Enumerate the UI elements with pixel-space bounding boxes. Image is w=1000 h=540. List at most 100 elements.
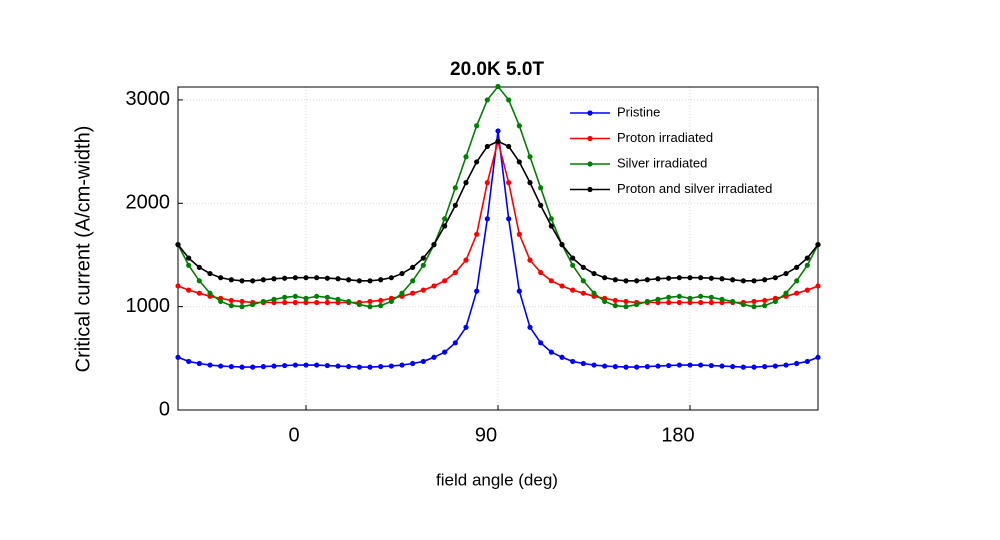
data-point [666,294,672,300]
data-point [698,299,704,306]
data-point [250,301,256,308]
data-point [783,362,789,368]
data-point [420,358,426,365]
data-point [346,363,352,370]
data-point [495,128,501,134]
data-point [708,275,714,281]
data-point [751,304,757,310]
x-tick-label: 90 [475,424,497,446]
data-point [719,363,725,369]
data-point [399,362,405,368]
data-point [794,264,800,270]
data-point [570,287,576,293]
data-point [442,278,448,284]
data-point [218,275,224,281]
data-point [324,299,330,306]
data-point [207,290,213,296]
data-point [367,278,373,284]
data-point [356,364,362,370]
data-point [516,288,522,294]
data-point [644,298,650,305]
data-point [260,363,266,370]
data-point [612,303,618,309]
data-point [196,360,202,367]
data-point [687,295,693,301]
data-point [484,97,490,103]
data-point [559,283,565,289]
chart-title: 20.0K 5.0T [450,59,544,80]
data-point [698,275,704,281]
data-point [442,223,448,229]
data-point [452,269,458,276]
data-point [388,298,394,305]
data-point [527,257,533,263]
data-point [196,264,202,270]
data-point [580,278,586,284]
data-point [346,277,352,283]
data-point [634,364,640,370]
data-point [463,257,469,263]
data-point [506,180,512,186]
data-point [484,216,490,222]
data-point [666,275,672,281]
data-point [260,298,266,305]
data-point [367,364,373,370]
legend-marker [587,110,593,116]
data-point [175,283,181,289]
data-point [548,216,554,222]
data-point [751,364,757,370]
data-point [474,231,480,237]
data-point [602,363,608,369]
data-point [452,340,458,346]
y-tick-label: 3000 [126,88,171,110]
data-point [228,303,234,309]
data-point [314,299,320,306]
data-point [239,304,245,310]
data-point [260,277,266,283]
data-point [378,277,384,283]
data-point [474,159,480,165]
data-point [772,275,778,281]
data-point [602,298,608,305]
data-point [378,303,384,309]
data-point [751,298,757,305]
data-point [335,276,341,282]
data-point [762,363,768,370]
data-point [676,362,682,368]
data-point [772,363,778,369]
y-tick-label: 2000 [126,192,171,214]
data-point [804,255,810,261]
data-point [559,354,565,360]
data-point [623,278,629,284]
data-point [442,349,448,355]
legend-marker [587,135,593,142]
data-point [687,299,693,306]
data-point [698,293,704,299]
data-point [367,298,373,305]
data-point [410,278,416,284]
data-point [324,294,330,300]
data-point [676,293,682,299]
data-point [676,299,682,306]
data-point [570,262,576,268]
data-point [239,364,245,370]
data-point [186,262,192,268]
data-point [314,362,320,368]
data-point [527,154,533,160]
data-point [292,299,298,306]
data-point [762,277,768,283]
data-point [218,298,224,305]
data-point [484,143,490,150]
data-point [644,363,650,370]
data-point [452,202,458,208]
data-point [292,362,298,368]
data-point [303,295,309,301]
data-point [794,360,800,367]
data-point [218,363,224,369]
data-point [228,277,234,283]
data-point [591,290,597,296]
data-point [186,287,192,293]
data-point [282,299,288,306]
data-point [538,202,544,208]
data-point [666,299,672,306]
